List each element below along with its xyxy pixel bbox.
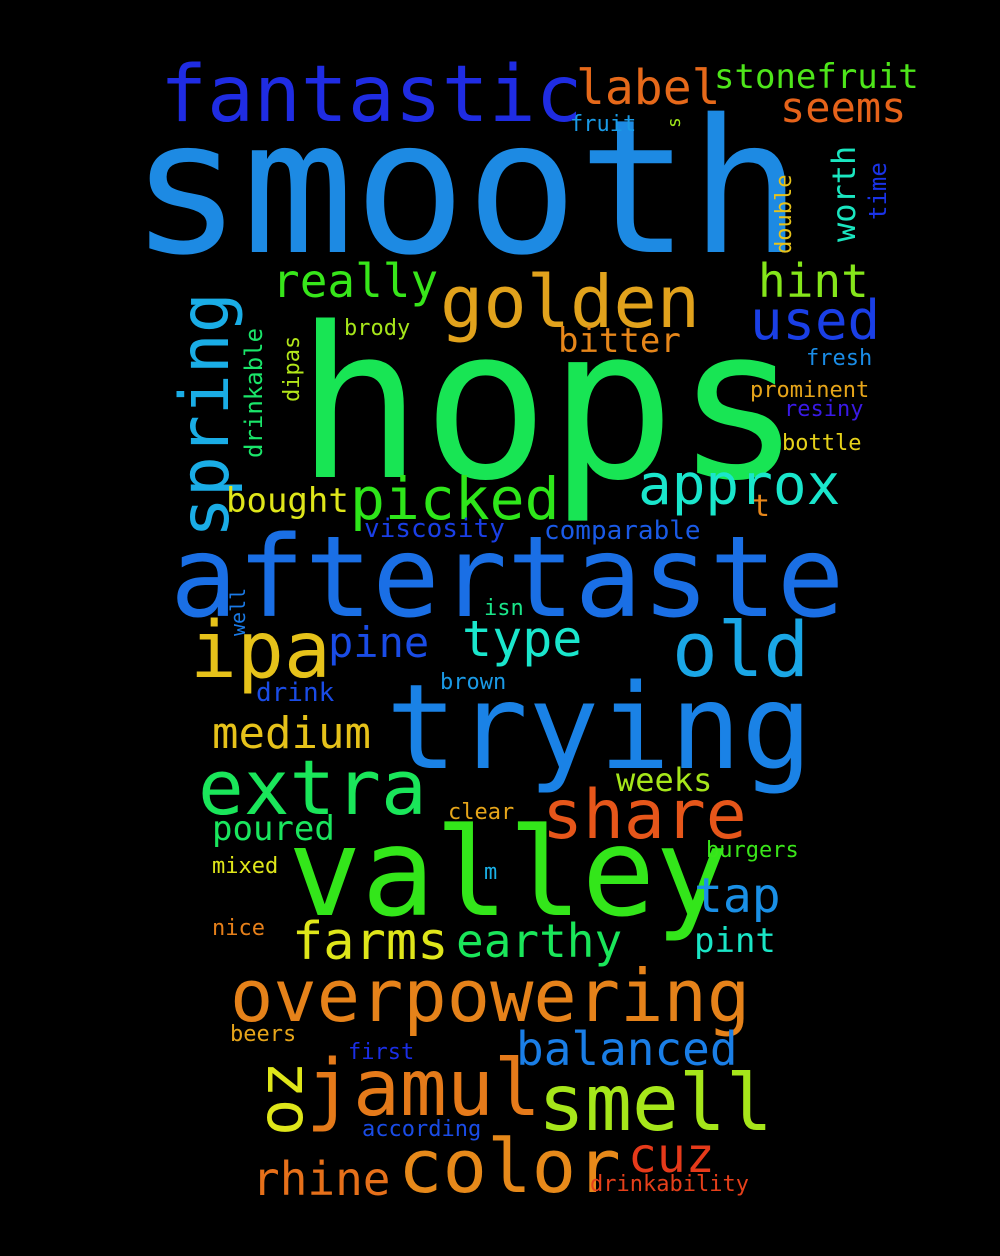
- word-trying: trying: [386, 658, 813, 796]
- word-prominent: prominent: [750, 378, 870, 403]
- word-hops: hops: [296, 282, 802, 527]
- word-picked: picked: [350, 465, 560, 533]
- word-well: well: [226, 587, 250, 636]
- word-old: old: [672, 605, 810, 694]
- word-ipa: ipa: [190, 606, 331, 696]
- word-time: time: [864, 162, 892, 220]
- word-drink: drink: [256, 678, 335, 708]
- word-worth: worth: [825, 145, 863, 242]
- word-balanced: balanced: [516, 1022, 738, 1076]
- word-farms: farms: [292, 912, 449, 972]
- word-really: really: [272, 254, 439, 308]
- word-type: type: [462, 610, 583, 668]
- word-smooth: smooth: [130, 79, 802, 296]
- word-seems: seems: [780, 83, 907, 132]
- word-oz: oz: [244, 1061, 317, 1136]
- word-tap: tap: [694, 868, 781, 924]
- word-m: m: [484, 860, 498, 885]
- word-first: first: [348, 1040, 415, 1065]
- word-burgers: burgers: [706, 838, 799, 863]
- word-bottle: bottle: [782, 431, 862, 456]
- word-mixed: mixed: [212, 854, 279, 879]
- word-medium: medium: [212, 708, 371, 759]
- word-share: share: [542, 776, 747, 855]
- word-valley: valley: [288, 802, 729, 944]
- word-weeks: weeks: [616, 761, 713, 799]
- word-jamul: jamul: [306, 1044, 541, 1134]
- word-fresh: fresh: [806, 346, 873, 371]
- word-double: double: [772, 174, 797, 254]
- word-smell: smell: [538, 1059, 773, 1149]
- word-clear: clear: [448, 800, 515, 825]
- word-brody: brody: [344, 316, 411, 341]
- word-overpowering: overpowering: [230, 954, 751, 1038]
- word-drinkable: drinkable: [240, 327, 268, 458]
- word-hint: hint: [758, 254, 869, 308]
- word-dipas: dipas: [280, 335, 305, 402]
- word-pine: pine: [328, 618, 430, 667]
- word-brown: brown: [440, 670, 507, 695]
- word-fruit: fruit: [570, 112, 637, 137]
- word-aftertaste: aftertaste: [170, 513, 845, 643]
- word-isn: isn: [484, 596, 524, 621]
- word-approx: approx: [638, 453, 841, 518]
- word-stonefruit: stonefruit: [714, 57, 919, 97]
- word-resiny: resiny: [784, 397, 864, 422]
- word-pint: pint: [694, 921, 776, 961]
- word-earthy: earthy: [456, 914, 623, 968]
- word-nice: nice: [212, 916, 265, 941]
- word-fantastic: fantastic: [160, 50, 583, 140]
- word-s: s: [664, 117, 685, 128]
- word-golden: golden: [440, 260, 701, 344]
- word-drinkability: drinkability: [590, 1172, 749, 1197]
- word-bitter: bitter: [558, 321, 681, 361]
- word-rhine: rhine: [252, 1152, 391, 1206]
- word-beers: beers: [230, 1022, 297, 1047]
- word-according: according: [362, 1117, 482, 1142]
- word-label: label: [576, 60, 721, 116]
- word-comparable: comparable: [544, 516, 701, 546]
- word-extra: extra: [198, 743, 427, 832]
- word-cuz: cuz: [628, 1128, 715, 1184]
- word-bought: bought: [226, 481, 349, 521]
- word-used: used: [750, 289, 881, 352]
- word-viscosity: viscosity: [364, 514, 505, 544]
- word-color: color: [398, 1124, 621, 1210]
- word-poured: poured: [212, 809, 335, 849]
- word-t: t: [752, 489, 771, 524]
